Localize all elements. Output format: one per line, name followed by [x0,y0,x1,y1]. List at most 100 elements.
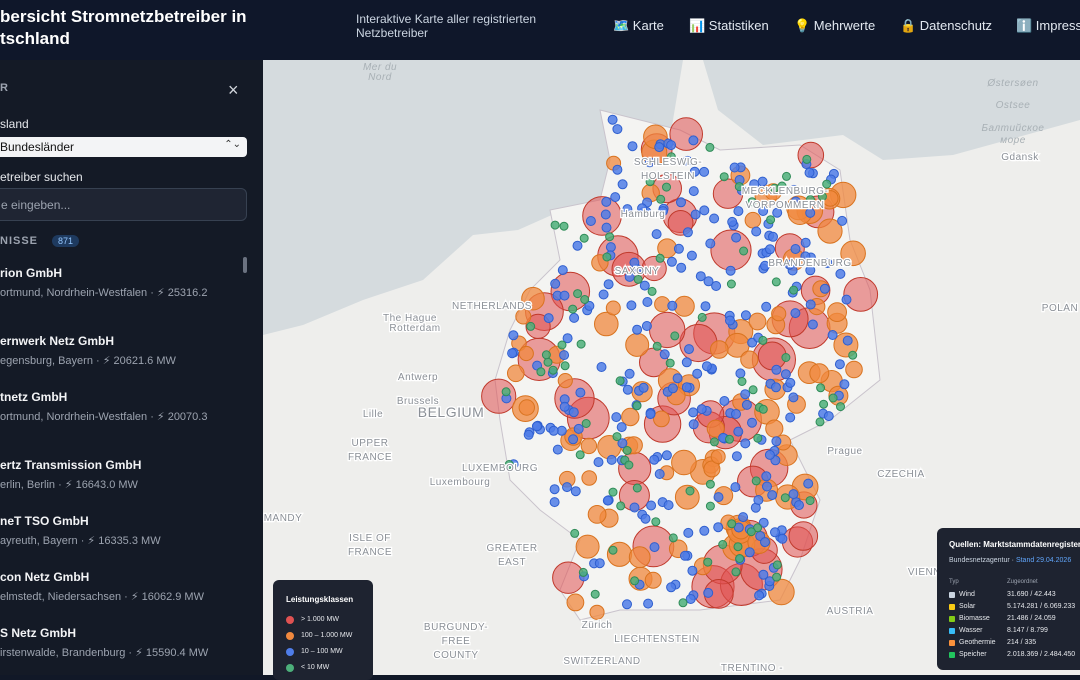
operator-marker [566,593,585,612]
operator-marker [651,229,662,240]
legend-label: 10 – 100 MW [301,648,343,655]
type-count: 31.690 / 42.443 [1007,591,1056,598]
map-label: LUXEMBOURG [462,463,538,474]
operator-marker [680,550,690,561]
operator-marker [682,227,693,238]
legend-swatch [286,664,294,672]
operator-marker [747,197,757,207]
operator-marker [578,567,588,577]
operator-marker [790,308,801,319]
nav-link[interactable]: 🔒 Datenschutz [900,18,993,33]
operator-marker [600,209,611,220]
map-label: Luxembourg [430,477,491,488]
map-label: Rotterdam [389,323,440,334]
operator-marker [579,233,589,243]
operator-marker [834,359,845,370]
type-name: Wind [959,591,975,598]
search-input[interactable]: e eingeben... [0,188,247,221]
map-label: BELGIUM [418,404,485,420]
map-label: COUNTY [433,650,478,661]
operator-marker [681,357,692,368]
map-label: Antwerp [398,372,438,383]
operator-marker [536,367,546,377]
operator-marker [781,353,791,362]
operator-marker [602,252,612,262]
operator-marker [805,496,815,506]
operator-marker [526,321,536,331]
close-button[interactable]: × [228,80,239,100]
nav-link[interactable]: 🗺️ Karte [613,18,664,33]
operator-marker [548,425,559,436]
operator-marker [560,361,570,371]
operator-marker [622,204,633,215]
operator-marker [760,537,770,548]
operator-marker [684,344,694,355]
legend-label: 100 – 1.000 MW [301,632,353,639]
map-label: EAST [498,557,526,568]
operator-marker [559,401,570,412]
nav-link[interactable]: ℹ️ Impress [1016,18,1080,33]
operator-marker [699,166,710,177]
operator-marker [738,512,749,523]
operator-marker [689,166,700,177]
type-icon [949,640,955,646]
item-detail: ayreuth, Bayern · ⚡ 16335.3 MW [0,535,161,547]
operator-marker [766,215,776,225]
operator-marker [841,294,852,305]
nav-link[interactable]: 📊 Statistiken [689,18,769,33]
type-count: 21.486 / 24.059 [1007,615,1056,622]
operator-marker [727,519,737,529]
operator-marker [557,373,573,389]
field-label: etreiber suchen [0,170,83,184]
state-select[interactable]: Bundesländer ⌃⌄ [0,137,247,157]
operator-marker [601,222,612,233]
operator-marker [754,590,765,601]
date: Stand 29.04.2026 [1015,557,1072,564]
map-label: The Hague [383,313,437,324]
operator-marker [531,421,542,432]
type-icon [949,628,955,634]
type-count: 214 / 335 [1007,639,1037,646]
operator-marker [731,451,742,462]
operator-marker [777,533,788,544]
operator-marker [543,357,553,367]
operator-marker [827,302,847,323]
operator-marker [568,304,578,314]
operator-marker [501,387,511,397]
map-label: море [1000,135,1026,146]
map-label: MANDY [264,513,303,524]
operator-marker [819,283,830,294]
operator-marker [780,493,790,503]
operator-marker [785,377,796,388]
operator-marker [647,286,657,296]
operator-marker [804,167,815,178]
operator-marker [828,393,838,403]
scrollbar[interactable] [243,257,247,273]
operator-marker [625,332,650,357]
item-detail: elmstedt, Niedersachsen · ⚡ 16062.9 MW [0,591,204,603]
subtitle: Interaktive Karte aller registrierten [356,12,537,26]
operator-marker [559,221,569,231]
nav-link[interactable]: 💡 Mehrwerte [794,18,876,33]
operator-marker [705,142,715,152]
map-label: Lille [363,409,383,420]
operator-marker [598,289,609,300]
operator-marker [672,373,683,384]
operator-marker [758,404,768,414]
operator-marker [748,312,767,331]
operator-marker [697,312,707,322]
map-label: MECKLENBURG- [742,186,829,197]
operator-marker [710,340,729,359]
item-detail: erlin, Berlin · ⚡ 16643.0 MW [0,479,138,491]
item-name: tnetz GmbH [0,390,68,404]
title: tschland [0,29,70,48]
title: bersicht Stromnetzbetreiber in [0,7,247,26]
operator-marker [666,140,677,151]
operator-marker [709,213,720,224]
operator-marker [758,569,769,580]
operator-marker [753,433,763,443]
operator-marker [758,335,768,345]
operator-marker [643,598,654,609]
